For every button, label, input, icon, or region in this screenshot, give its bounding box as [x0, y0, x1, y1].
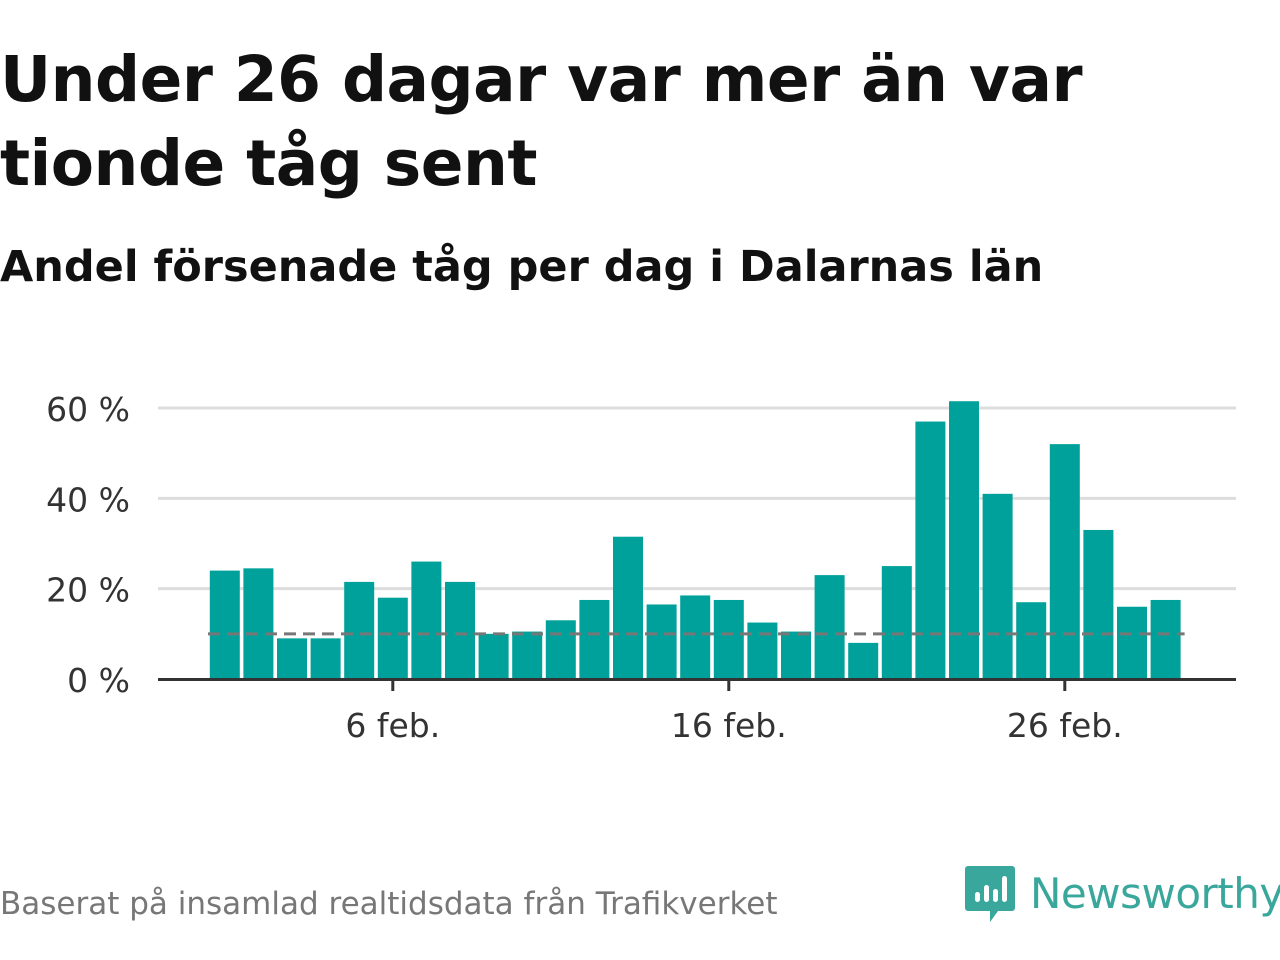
bar — [209, 570, 240, 679]
brand[interactable]: Newsworthy — [964, 864, 1280, 924]
bar — [243, 568, 274, 679]
bar — [814, 575, 845, 679]
bar — [1083, 529, 1114, 679]
x-axis-ticks: 6 feb. 16 feb. 26 feb. — [345, 679, 1123, 745]
x-tick-label: 26 feb. — [1007, 706, 1123, 745]
bars — [209, 401, 1181, 679]
bar — [478, 633, 509, 679]
newsworthy-logo-icon — [965, 866, 1015, 922]
bar — [445, 581, 475, 679]
y-tick-label: 20 % — [46, 571, 130, 610]
x-tick-label: 16 feb. — [671, 706, 787, 745]
bar — [310, 638, 341, 679]
bar — [1117, 606, 1147, 679]
bar — [579, 599, 610, 679]
bar — [915, 421, 946, 679]
brand-name: Newsworthy — [1030, 869, 1280, 918]
bar — [1049, 444, 1080, 679]
bar — [344, 581, 375, 679]
source-note: Baserat på insamlad realtidsdata från Tr… — [0, 886, 778, 922]
chart-title: Under 26 dagar var mer än var tionde tåg… — [0, 43, 1083, 200]
bar — [949, 401, 979, 679]
bar — [848, 642, 879, 679]
bar — [512, 631, 543, 679]
bar — [781, 631, 811, 679]
bar — [881, 566, 912, 679]
chart-subtitle: Andel försenade tåg per dag i Dalarnas l… — [0, 242, 1044, 292]
x-tick-label: 6 feb. — [345, 706, 440, 745]
y-axis-ticks: 0 % 20 % 40 % 60 % — [46, 390, 130, 700]
bar — [377, 597, 408, 679]
bar — [545, 620, 576, 679]
y-tick-label: 60 % — [46, 390, 130, 429]
y-tick-label: 0 % — [67, 661, 130, 700]
bar — [646, 604, 677, 679]
bar — [680, 595, 711, 679]
bar — [1150, 599, 1181, 679]
bar — [1016, 602, 1047, 679]
bar — [613, 536, 643, 679]
bar — [277, 638, 307, 679]
y-tick-label: 40 % — [46, 480, 130, 519]
bar — [411, 561, 442, 679]
bar — [982, 493, 1013, 679]
bar — [747, 622, 778, 679]
bar — [713, 599, 744, 679]
